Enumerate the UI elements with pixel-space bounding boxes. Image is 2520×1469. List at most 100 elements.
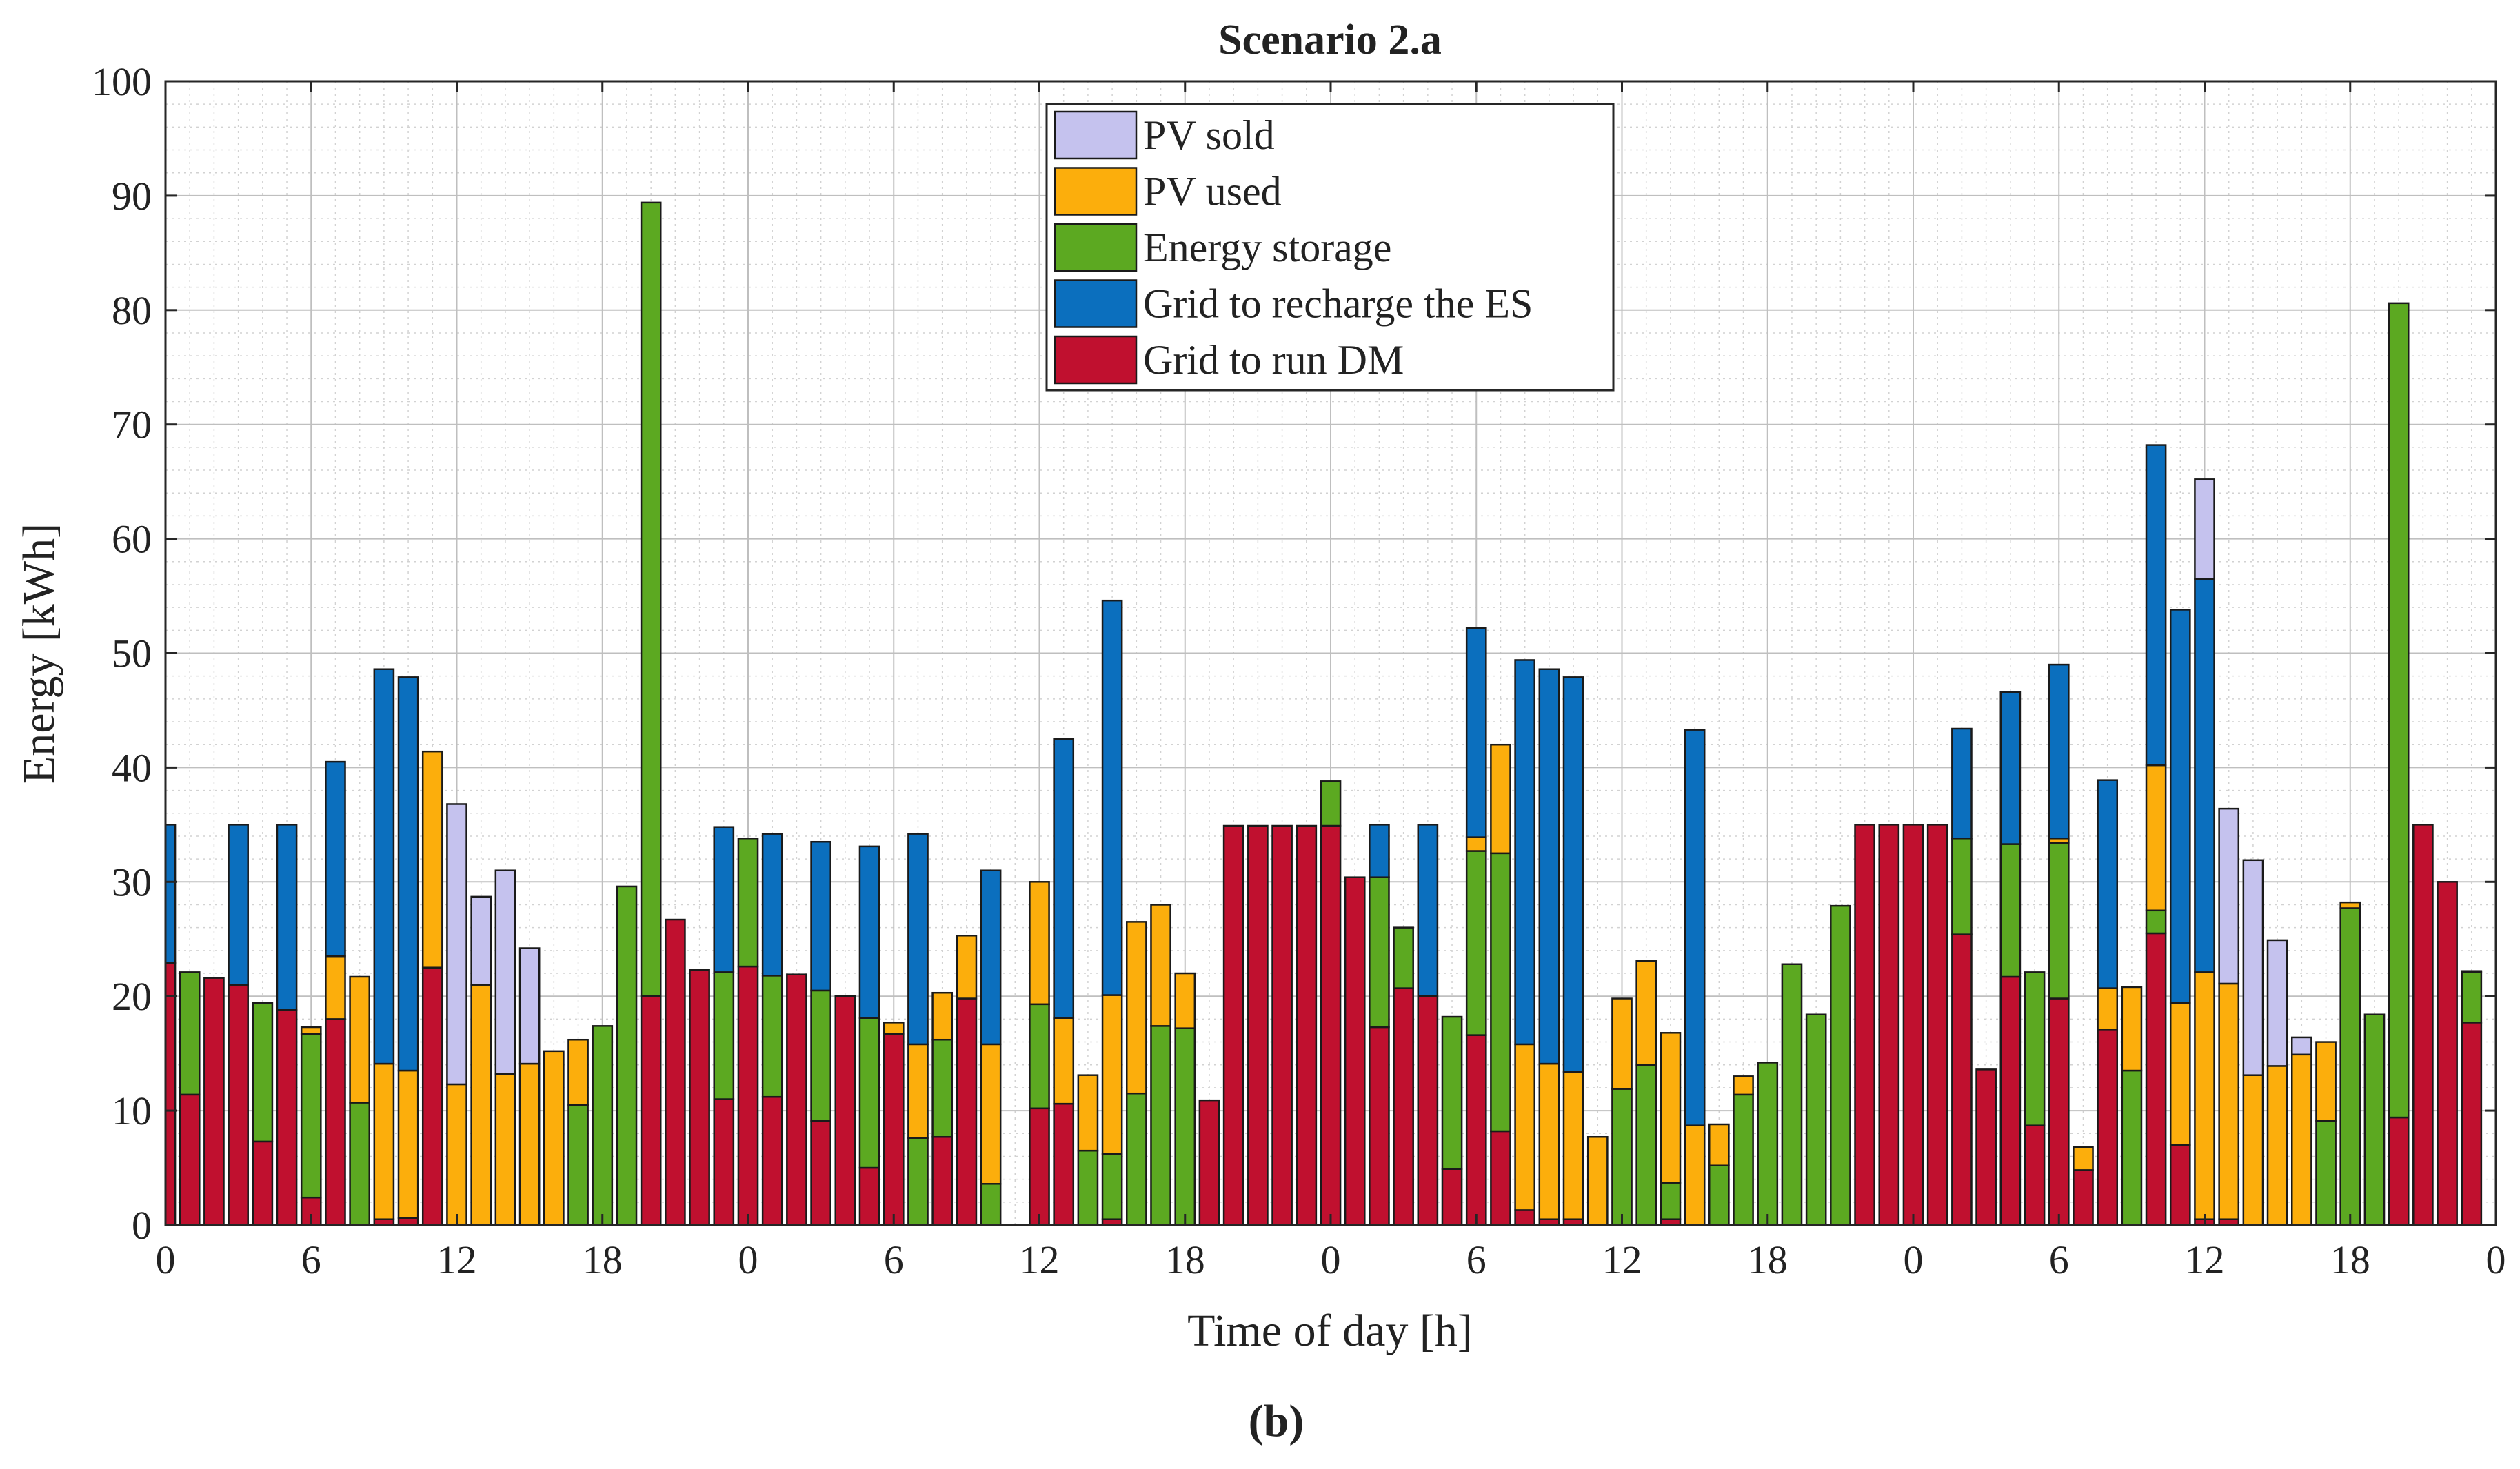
bar-segment-pv_used bbox=[446, 1083, 467, 1226]
bar-segment-pv_used bbox=[2097, 987, 2118, 1031]
bar-segment-dm bbox=[1369, 1026, 1390, 1226]
bar-segment-grid_es bbox=[907, 833, 929, 1046]
bar-segment-grid_es bbox=[164, 824, 177, 964]
bar-segment-dm bbox=[1878, 824, 1900, 1226]
bar-segment-dm bbox=[2024, 1124, 2046, 1226]
legend: PV sold PV used Energy storage Grid to rech… bbox=[1045, 103, 1615, 392]
bar-segment-pv_used bbox=[2145, 764, 2167, 912]
bar-segment-es bbox=[179, 971, 201, 1096]
bar-segment-pv_used bbox=[2291, 1053, 2312, 1226]
y-tick-label: 80 bbox=[112, 288, 152, 333]
bar-segment-dm bbox=[1902, 824, 1924, 1226]
chart-title: Scenario 2.a bbox=[1218, 17, 1442, 63]
bar-segment-dm bbox=[2412, 824, 2434, 1226]
bar-segment-es bbox=[1999, 843, 2022, 978]
bar-segment-pv_used bbox=[325, 955, 346, 1020]
x-tick-label: 18 bbox=[1165, 1237, 1205, 1282]
bar-segment-dm bbox=[421, 966, 443, 1226]
bar-segment-pv_used bbox=[373, 1062, 395, 1220]
bar-segment-dm bbox=[761, 1095, 783, 1226]
bar-segment-pv_sold bbox=[2266, 939, 2288, 1067]
bar-segment-pv_used bbox=[567, 1038, 589, 1106]
bar-segment-pv_sold bbox=[2218, 807, 2240, 985]
bar-segment-es bbox=[1320, 780, 1342, 827]
bar-segment-dm bbox=[2145, 932, 2167, 1226]
bar-segment-pv_sold bbox=[2242, 859, 2264, 1076]
bar-segment-dm bbox=[1053, 1102, 1075, 1226]
bar-segment-es bbox=[1708, 1164, 1730, 1226]
bar-segment-es bbox=[907, 1137, 929, 1226]
bar-segment-pv_sold bbox=[446, 803, 467, 1086]
bar-segment-pv_used bbox=[1053, 1017, 1075, 1105]
bar-segment-pv_used bbox=[494, 1073, 516, 1226]
bar-segment-es bbox=[1490, 852, 1511, 1133]
bar-segment-pv_used bbox=[349, 975, 371, 1104]
bar-segment-dm bbox=[276, 1009, 298, 1226]
bar-segment-grid_es bbox=[276, 824, 298, 1011]
bar-segment-pv_used bbox=[1514, 1043, 1535, 1211]
legend-label-dm: Grid to run DM bbox=[1143, 337, 1404, 383]
bar-segment-dm bbox=[1975, 1068, 1997, 1226]
x-tick-label: 12 bbox=[1602, 1237, 1642, 1282]
bar-segment-grid_es bbox=[2048, 663, 2070, 840]
x-tick-label: 0 bbox=[156, 1237, 176, 1282]
bar-segment-es bbox=[1393, 926, 1414, 989]
legend-swatch-es bbox=[1054, 223, 1138, 272]
bar-segment-grid_es bbox=[1514, 659, 1535, 1046]
bar-segment-dm bbox=[956, 997, 978, 1226]
bar-segment-grid_es bbox=[2145, 444, 2167, 767]
bar-segment-es bbox=[1781, 963, 1803, 1226]
x-tick-label: 6 bbox=[2049, 1237, 2069, 1282]
bar-segment-es bbox=[1077, 1149, 1099, 1226]
bar-segment-es bbox=[761, 975, 783, 1098]
bar-segment-es bbox=[2315, 1120, 2337, 1226]
bar-segment-grid_es bbox=[1684, 729, 1706, 1126]
bar-segment-dm bbox=[203, 977, 225, 1226]
bar-segment-pv_used bbox=[1684, 1124, 1706, 1226]
bar-segment-es bbox=[2121, 1069, 2143, 1226]
bar-segment-pv_used bbox=[1733, 1075, 1754, 1096]
bar-segment-dm bbox=[1441, 1168, 1463, 1226]
bar-segment-dm bbox=[228, 984, 249, 1226]
bar-segment-grid_es bbox=[810, 840, 831, 992]
legend-swatch-grid_es bbox=[1054, 279, 1138, 328]
bar-segment-grid_es bbox=[228, 824, 249, 986]
bar-segment-es bbox=[2388, 302, 2410, 1119]
bar-segment-grid_es bbox=[1101, 599, 1123, 996]
bar-segment-dm bbox=[1271, 824, 1293, 1226]
x-tick-label: 12 bbox=[2185, 1237, 2225, 1282]
bar-segment-pv_used bbox=[421, 750, 443, 969]
bar-segment-grid_es bbox=[2194, 578, 2215, 973]
x-tick-label: 6 bbox=[884, 1237, 904, 1282]
y-tick-label: 60 bbox=[112, 517, 152, 562]
bar-segment-es bbox=[1101, 1153, 1123, 1220]
bar-segment-grid_es bbox=[1951, 727, 1973, 840]
y-tick-label: 0 bbox=[132, 1203, 152, 1248]
legend-label-grid_es: Grid to recharge the ES bbox=[1143, 281, 1533, 327]
bar-segment-grid_es bbox=[1562, 676, 1584, 1073]
bar-segment-dm bbox=[1490, 1130, 1511, 1226]
bar-segment-dm bbox=[1465, 1034, 1487, 1226]
y-tick-label: 40 bbox=[112, 745, 152, 790]
bar-segment-grid_es bbox=[325, 760, 346, 958]
bar-segment-es bbox=[1660, 1182, 1682, 1220]
bar-segment-dm bbox=[931, 1136, 954, 1226]
y-axis-label: Energy [kWh] bbox=[14, 523, 64, 784]
bar-segment-es bbox=[2024, 971, 2046, 1126]
bar-segment-pv_sold bbox=[2291, 1036, 2312, 1056]
bar-segment-es bbox=[592, 1025, 614, 1226]
bar-segment-grid_es bbox=[1999, 691, 2022, 845]
bar-segment-pv_used bbox=[1150, 904, 1171, 1027]
bar-segment-pv_used bbox=[956, 935, 978, 1000]
bar-segment-es bbox=[931, 1038, 954, 1138]
bar-segment-grid_es bbox=[858, 845, 880, 1019]
bar-segment-pv_used bbox=[1635, 960, 1657, 1066]
bar-segment-dm bbox=[713, 1098, 735, 1226]
bar-segment-dm bbox=[689, 969, 710, 1226]
bar-segment-es bbox=[1369, 876, 1390, 1029]
bar-segment-dm bbox=[164, 962, 177, 1226]
bar-segment-dm bbox=[810, 1120, 831, 1226]
y-axis-ticks: 0 10 20 30 40 50 60 70 80 90 100 bbox=[92, 59, 2496, 1248]
bar-segment-es bbox=[1733, 1093, 1754, 1226]
